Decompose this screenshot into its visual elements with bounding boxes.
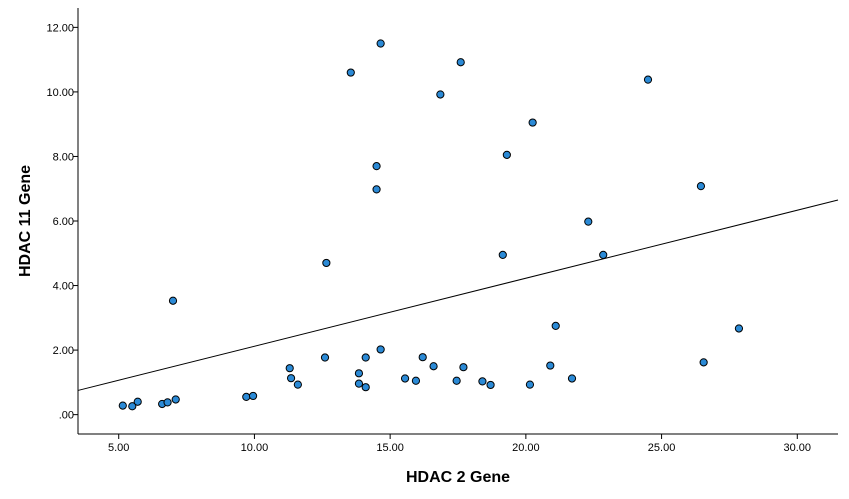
data-point [361,353,370,362]
data-point [285,364,294,373]
data-point [599,250,608,259]
x-axis-title: HDAC 2 Gene [406,469,510,486]
y-tick-label: 4.00 [53,281,74,293]
y-tick-label: 12.00 [46,22,74,34]
x-tick-label: 10.00 [241,442,269,454]
data-point [346,68,355,77]
x-tick-label: 30.00 [784,442,812,454]
data-point [429,362,438,371]
x-tick-label: 25.00 [648,442,676,454]
x-tick-label: 20.00 [512,442,540,454]
data-point [452,376,461,385]
data-point [376,345,385,354]
y-tick-label: 10.00 [46,87,74,99]
data-point [354,379,364,388]
data-point [436,90,445,99]
data-point [320,353,330,362]
data-point [133,397,142,406]
data-point [643,75,653,84]
data-point [411,376,421,385]
data-point [584,217,593,226]
data-point [486,380,495,390]
data-point [372,162,381,171]
data-point [551,321,560,330]
y-tick-label: 6.00 [53,216,74,228]
data-point [168,296,178,305]
data-point [248,391,258,401]
data-point [699,358,708,367]
fit-line [77,199,839,391]
data-point [286,374,296,383]
data-point [293,380,302,389]
data-point [459,363,468,372]
data-point [546,361,555,370]
data-point [502,150,511,159]
data-point [322,258,331,268]
data-point [163,398,172,407]
data-point [498,250,507,259]
data-point [696,182,706,191]
y-tick-label: .00 [59,410,74,422]
y-axis-ticks: .00 2.00 4.00 6.00 8.00 10.00 12.00 [46,22,78,422]
plot-frame [77,8,838,435]
data-point [361,383,370,392]
data-point [171,395,180,404]
x-tick-label: 5.00 [108,442,129,454]
data-point [734,324,744,333]
data-point [478,377,487,386]
data-point [456,58,465,67]
data-point [376,39,385,48]
data-point [128,402,137,411]
y-tick-label: 2.00 [53,345,74,357]
y-axis-title: HDAC 11 Gene [17,165,34,277]
x-axis-ticks: 5.00 10.00 15.00 20.00 25.00 30.00 [108,434,811,454]
data-point [242,392,251,401]
data-point [400,374,410,383]
data-point [372,185,381,194]
data-point [567,374,577,383]
data-point [528,118,537,127]
data-point [354,369,364,378]
data-point [118,401,127,410]
data-point [525,380,535,389]
data-points [118,39,744,411]
data-point [418,353,427,362]
y-tick-label: 8.00 [53,151,74,163]
x-tick-label: 15.00 [376,442,404,454]
